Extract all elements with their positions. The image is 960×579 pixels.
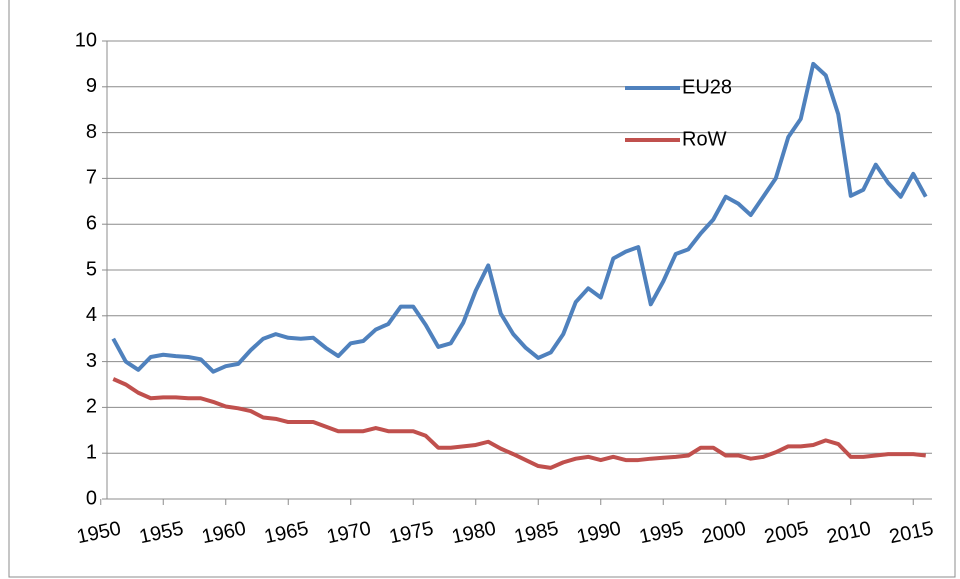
- legend-label: RoW: [682, 128, 727, 150]
- series-line: [112, 377, 926, 470]
- y-tick-label: 6: [86, 212, 97, 234]
- chart-frame: [8, 0, 956, 578]
- y-tick-label: 7: [86, 167, 97, 189]
- y-tick-label: 9: [86, 75, 97, 97]
- y-tick-label: 0: [86, 487, 97, 509]
- y-tick-label: 4: [86, 304, 97, 326]
- y-tick-label: 3: [86, 350, 97, 372]
- series-line: [111, 61, 928, 374]
- legend-label: EU28: [682, 76, 732, 98]
- y-tick-label: 10: [75, 29, 97, 51]
- y-tick-label: 2: [86, 396, 97, 418]
- y-tick-label: 8: [86, 121, 97, 143]
- y-tick-label: 5: [86, 258, 97, 280]
- y-tick-label: 1: [86, 441, 97, 463]
